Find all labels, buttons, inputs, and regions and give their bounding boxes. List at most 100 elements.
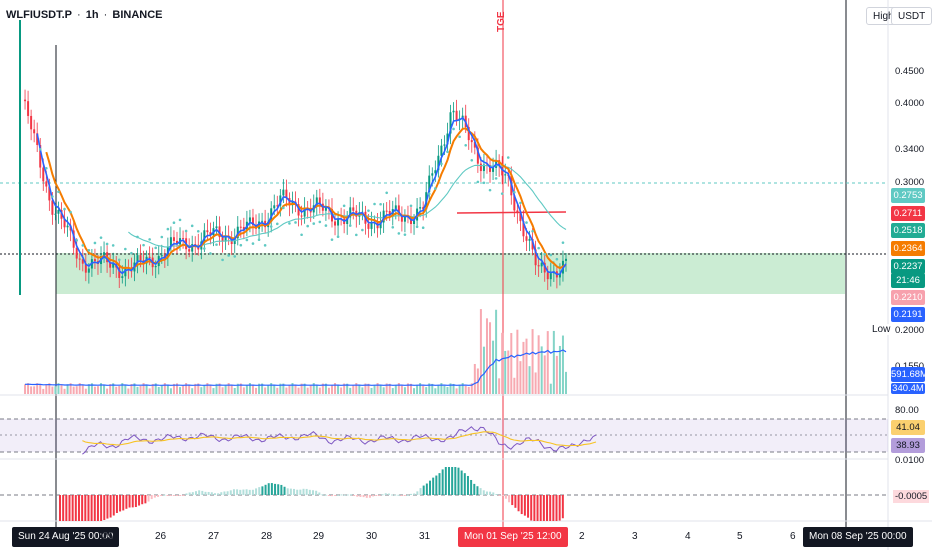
psar-dot (215, 243, 218, 246)
volume-bar (443, 385, 446, 394)
volume-bar (206, 383, 209, 394)
macd-bar (501, 495, 504, 497)
macd-bar (479, 488, 482, 495)
psar-dot (221, 258, 224, 262)
candle-body (136, 255, 139, 263)
macd-bar (422, 485, 425, 495)
volume-bar (78, 383, 81, 394)
range-end-time[interactable]: Mon 08 Sep '25 00:00 (803, 527, 913, 547)
volume-bar (221, 387, 224, 394)
volume-bar (197, 383, 200, 394)
rsi-value: 38.93 (891, 438, 925, 453)
volume-bar (118, 385, 121, 394)
volume-bar (224, 385, 227, 394)
volume-bar (334, 383, 337, 394)
volume-bar (543, 355, 546, 394)
volume-bar (145, 384, 148, 394)
symbol-header[interactable]: WLFIUSDT.P · 1h · BINANCE (6, 9, 163, 21)
volume-bar (370, 387, 373, 394)
candle-body (221, 237, 224, 242)
macd-bar (283, 486, 286, 495)
macd-bar (166, 495, 169, 496)
macd-bar (523, 495, 526, 516)
psar-dot (373, 202, 376, 206)
volume-bar (537, 335, 540, 394)
psar-dot (476, 180, 480, 184)
volume-bar (379, 385, 382, 394)
volume-bar (516, 329, 519, 394)
volume-bar (558, 345, 561, 394)
macd-bar (514, 495, 517, 508)
macd-bar (261, 486, 264, 495)
macd-bar (296, 489, 299, 495)
volume-bar (191, 388, 194, 394)
psar-dot (154, 246, 158, 250)
macd-bar (87, 495, 90, 521)
psar-dot (257, 238, 261, 242)
psar-dot (184, 229, 188, 233)
psar-dot (196, 229, 200, 233)
macd-bar (128, 495, 131, 508)
macd-bar (131, 495, 134, 508)
volume-bar (194, 383, 197, 394)
candle-body (452, 110, 455, 113)
volume-bar (54, 386, 57, 394)
psar-dot (330, 238, 334, 241)
volume-bar (391, 388, 394, 394)
macd-bar (106, 495, 109, 519)
time-label: 26 (155, 531, 167, 542)
psar-dot (105, 242, 109, 246)
symbol-name[interactable]: WLFIUSDT.P (6, 9, 72, 21)
macd-bar (381, 494, 384, 496)
candle-body (352, 207, 355, 211)
macd-bar (81, 495, 84, 521)
psar-dot (367, 209, 370, 212)
volume-bar (115, 386, 118, 394)
candle-body (175, 240, 178, 245)
volume-bar (327, 387, 330, 394)
macd-bar (188, 492, 191, 495)
candle-body (93, 259, 96, 262)
volume-ma-value: 340.4M (891, 383, 925, 394)
volume-bar (72, 386, 75, 394)
candle-body (337, 218, 340, 226)
macd-bar (134, 495, 137, 508)
volume-bar (330, 385, 333, 394)
macd-bar (223, 491, 226, 495)
candle-body (531, 238, 534, 250)
volume-bar (382, 387, 385, 394)
volume-bar (522, 341, 525, 394)
macd-bar (384, 493, 387, 495)
candle-body (449, 112, 452, 134)
range-start-time[interactable]: Sun 24 Aug '25 00:00 (12, 527, 120, 547)
psar-dot (288, 222, 291, 225)
psar-dot (99, 236, 103, 239)
macd-bar (542, 495, 545, 521)
volume-bar (169, 388, 172, 394)
psar-dot (136, 235, 139, 239)
candle-body (446, 133, 449, 145)
macd-bar (463, 473, 466, 495)
volume-bar (90, 383, 93, 394)
psar-dot (446, 150, 449, 154)
macd-bar (365, 495, 368, 498)
candle-body (443, 144, 446, 146)
volume-ma-line (24, 349, 567, 386)
interval-label[interactable]: 1h (85, 9, 99, 21)
macd-bar (267, 483, 270, 495)
macd-bar (539, 495, 542, 521)
psar-dot (69, 210, 72, 214)
volume-bar (385, 383, 388, 394)
candle-body (349, 207, 352, 218)
volume-bar (227, 383, 230, 394)
macd-bar (406, 494, 409, 496)
rsi-lower-tick: 0.0100 (895, 455, 925, 465)
macd-bar (387, 493, 390, 495)
volume-bar (449, 383, 452, 394)
psar-dot (549, 253, 553, 257)
tge-time[interactable]: Mon 01 Sep '25 12:00 (458, 527, 568, 547)
volume-bar (33, 386, 36, 394)
volume-bar (142, 383, 145, 394)
candle-body (346, 217, 349, 225)
